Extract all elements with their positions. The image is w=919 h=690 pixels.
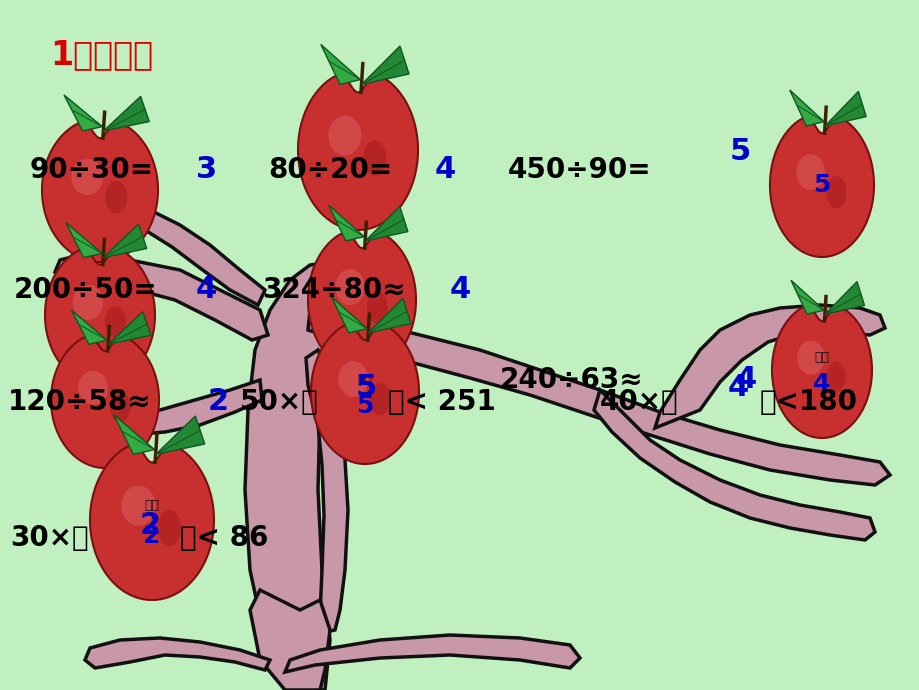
Polygon shape: [244, 262, 340, 690]
Ellipse shape: [105, 181, 127, 213]
Ellipse shape: [363, 140, 386, 176]
Text: 2: 2: [208, 388, 229, 417]
Text: 4: 4: [435, 155, 456, 184]
Text: 最大: 最大: [144, 499, 159, 512]
Polygon shape: [771, 306, 871, 438]
Polygon shape: [824, 91, 866, 126]
Polygon shape: [108, 312, 151, 344]
Polygon shape: [789, 90, 823, 126]
Text: 240÷63≈: 240÷63≈: [499, 366, 642, 394]
Polygon shape: [298, 75, 417, 230]
Ellipse shape: [109, 391, 130, 422]
Text: 1、口算。: 1、口算。: [50, 39, 153, 72]
Polygon shape: [90, 445, 214, 600]
Polygon shape: [365, 206, 407, 241]
Ellipse shape: [796, 154, 824, 190]
Polygon shape: [328, 205, 364, 241]
Ellipse shape: [121, 486, 155, 526]
Polygon shape: [769, 118, 873, 257]
Polygon shape: [285, 635, 579, 672]
Ellipse shape: [328, 116, 361, 156]
Polygon shape: [103, 97, 149, 131]
Text: ）< 86: ）< 86: [180, 524, 268, 552]
Text: ）< 251: ）< 251: [388, 388, 495, 416]
Ellipse shape: [338, 361, 368, 397]
Polygon shape: [103, 224, 147, 257]
Polygon shape: [368, 298, 411, 333]
Polygon shape: [90, 197, 265, 305]
Text: 4: 4: [449, 275, 471, 304]
Text: 2: 2: [143, 524, 161, 548]
Text: 80÷20=: 80÷20=: [267, 156, 391, 184]
Text: 5: 5: [729, 137, 751, 166]
Text: 50×（: 50×（: [240, 388, 318, 416]
Polygon shape: [311, 325, 418, 464]
Polygon shape: [321, 44, 360, 84]
Polygon shape: [55, 255, 267, 340]
Polygon shape: [72, 310, 107, 344]
Ellipse shape: [105, 306, 126, 337]
Polygon shape: [42, 123, 158, 262]
Polygon shape: [45, 250, 154, 385]
Text: 5: 5: [356, 395, 373, 418]
Polygon shape: [308, 233, 415, 372]
Polygon shape: [361, 46, 409, 84]
Polygon shape: [113, 415, 154, 455]
Ellipse shape: [335, 269, 365, 305]
Text: 40×（: 40×（: [599, 388, 678, 416]
Polygon shape: [306, 350, 347, 632]
Polygon shape: [250, 590, 330, 690]
Ellipse shape: [71, 159, 103, 195]
Polygon shape: [790, 280, 823, 314]
Text: 30×（: 30×（: [10, 524, 88, 552]
Ellipse shape: [73, 285, 103, 320]
Text: 4: 4: [196, 275, 217, 304]
Polygon shape: [331, 297, 367, 333]
Text: 最大: 最大: [813, 351, 829, 364]
Ellipse shape: [78, 371, 108, 405]
Text: 120÷58≈: 120÷58≈: [8, 388, 152, 416]
Text: 5: 5: [356, 373, 377, 402]
Text: 2: 2: [140, 511, 161, 540]
Ellipse shape: [367, 291, 387, 324]
Polygon shape: [75, 380, 262, 438]
Polygon shape: [824, 282, 864, 314]
Text: 4: 4: [727, 373, 748, 402]
Text: 4: 4: [812, 372, 830, 395]
Ellipse shape: [825, 362, 845, 392]
Polygon shape: [66, 223, 102, 257]
Text: 90÷30=: 90÷30=: [30, 156, 154, 184]
Text: 450÷90=: 450÷90=: [507, 156, 651, 184]
Ellipse shape: [157, 510, 181, 546]
Polygon shape: [308, 310, 889, 485]
Ellipse shape: [826, 176, 845, 208]
Text: 200÷50=: 200÷50=: [14, 276, 157, 304]
Text: 324÷80≈: 324÷80≈: [262, 276, 405, 304]
Polygon shape: [594, 390, 874, 540]
Text: 5: 5: [812, 173, 830, 197]
Polygon shape: [64, 95, 102, 131]
Polygon shape: [654, 305, 884, 428]
Polygon shape: [85, 638, 269, 670]
Text: 最大: 最大: [357, 373, 372, 386]
Polygon shape: [155, 416, 204, 455]
Text: 4: 4: [735, 366, 756, 395]
Ellipse shape: [369, 383, 390, 415]
Polygon shape: [51, 337, 159, 468]
Text: ）<180: ）<180: [759, 388, 857, 416]
Ellipse shape: [797, 341, 823, 375]
Text: 3: 3: [196, 155, 217, 184]
